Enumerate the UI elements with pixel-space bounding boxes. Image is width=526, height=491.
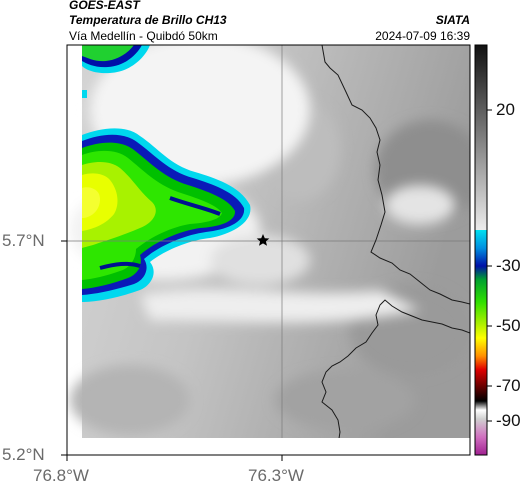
lat-tick-label: 5.2°N — [2, 445, 45, 464]
border-line-north — [321, 45, 470, 305]
lat-tick-label: 5.7°N — [2, 231, 45, 250]
lon-tick-label: 76.8°W — [33, 466, 89, 485]
colorbar-tick-label: -90 — [496, 411, 521, 430]
border-line-south — [321, 299, 470, 455]
lon-tick-label: 76.3°W — [248, 466, 304, 485]
colorbar-tick-label: 20 — [496, 100, 515, 119]
colorbar — [474, 44, 492, 456]
timestamp: 2024-07-09 16:39 — [375, 29, 470, 43]
satellite-title: GOES-EAST — [69, 0, 140, 12]
cold-cloud-main — [82, 128, 251, 302]
map-imagery — [67, 45, 470, 455]
map-border — [66, 44, 471, 456]
cold-cloud-top — [82, 45, 150, 74]
no-data-band — [67, 438, 470, 455]
colorbar-tick-label: -30 — [496, 256, 521, 275]
colorbar-cold-segment — [475, 230, 487, 455]
colorbar-border — [474, 44, 488, 456]
agency-label: SIATA — [435, 13, 470, 27]
region-subtitle: Vía Medellín - Quibdó 50km — [69, 29, 218, 43]
product-title: Temperatura de Brillo CH13 — [69, 13, 227, 27]
cold-speck — [82, 90, 87, 98]
colorbar-tick-label: -50 — [496, 316, 521, 335]
colorbar-warm-segment — [475, 45, 487, 230]
colorbar-tick-label: -70 — [496, 376, 521, 395]
location-star-icon — [256, 234, 270, 246]
